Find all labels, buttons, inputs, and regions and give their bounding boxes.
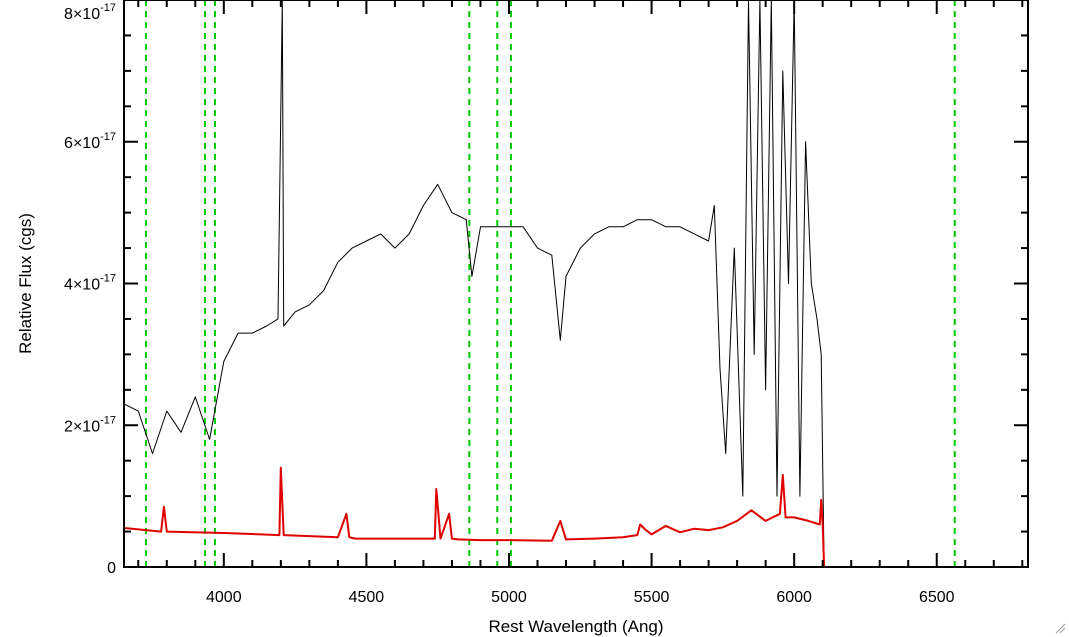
x-axis-title: Rest Wavelength (Ang): [488, 617, 663, 636]
x-tick-label: 5000: [491, 589, 527, 606]
x-tick-label: 6000: [776, 589, 812, 606]
x-tick-labels: 4000 4500 5000 5500 6000 6500: [206, 589, 955, 606]
plot-frame: [123, 0, 1029, 568]
x-tick-label: 4500: [349, 589, 385, 606]
error-series-line: [123, 466, 1028, 568]
y-tick-labels: 0 2×10-17 4×10-17 6×10-17 8×10-17: [64, 2, 116, 577]
series-layer: [123, 0, 1028, 568]
y-tick-label: 2×10-17: [64, 414, 116, 435]
axis-ticks: [124, 0, 1028, 568]
y-axis-title: Relative Flux (cgs): [16, 213, 35, 354]
resize-grip-icon[interactable]: [1054, 622, 1066, 634]
x-tick-label: 5500: [634, 589, 670, 606]
y-tick-label: 4×10-17: [64, 273, 116, 294]
x-tick-label: 4000: [206, 589, 242, 606]
spectrum-series-line: [123, 0, 825, 568]
y-tick-label: 8×10-17: [64, 2, 116, 23]
x-tick-label: 6500: [919, 589, 955, 606]
y-tick-label: 0: [107, 560, 116, 577]
y-tick-label: 6×10-17: [64, 131, 116, 152]
